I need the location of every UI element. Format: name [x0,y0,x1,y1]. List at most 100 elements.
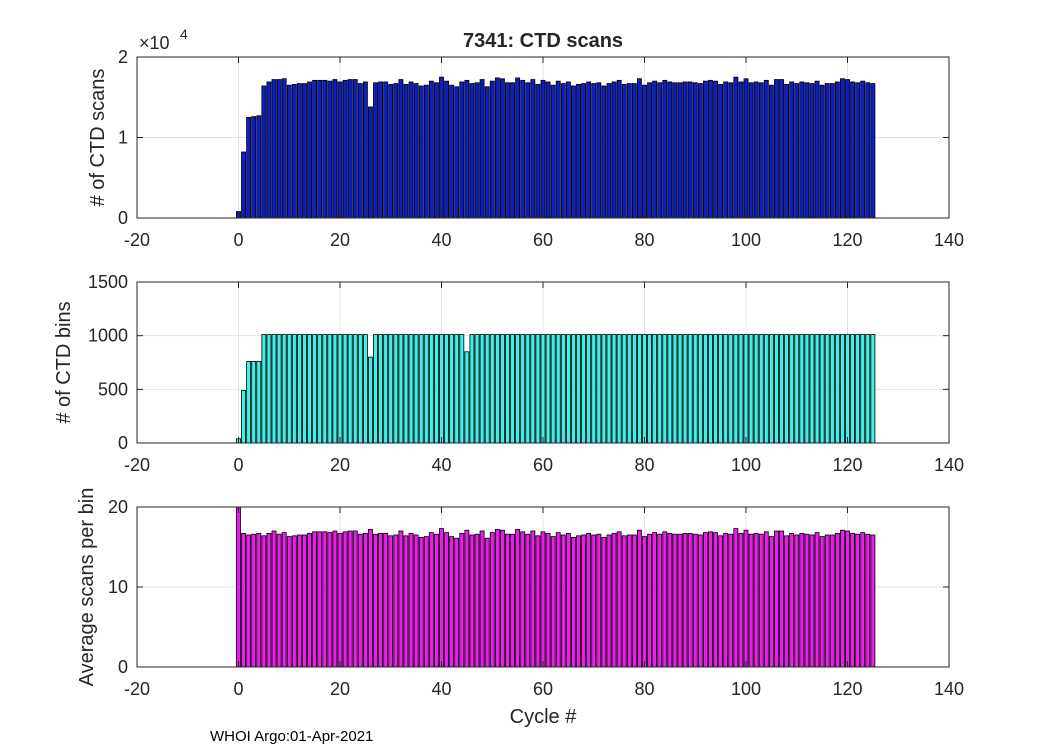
bar-cycle-117 [829,83,835,219]
bar-cycle-80 [642,84,647,219]
bar-cycle-89 [687,533,693,668]
x-tick-label: 140 [934,230,964,250]
bar-cycle-76 [621,535,627,668]
bar-cycle-118 [834,334,840,444]
bar-cycle-101 [748,533,754,668]
bar-cycle-62 [550,334,556,444]
bar-cycle-88 [682,334,688,444]
bar-cycle-32 [398,79,404,219]
bar-cycle-79 [636,78,642,219]
bar-cycle-96 [723,334,729,444]
bar-cycle-68 [581,334,587,444]
bar-cycle-120 [845,79,850,219]
bar-cycle-43 [454,334,460,444]
bar-cycle-39 [433,82,439,219]
bar-cycle-7 [271,530,277,668]
y-exponent-label: ×10 [139,33,170,53]
bar-cycle-36 [418,334,424,444]
y-tick-label: 0 [118,657,128,677]
bar-cycle-96 [723,533,729,668]
bar-cycle-6 [266,533,272,668]
bar-cycle-94 [713,532,718,668]
bar-cycle-81 [647,533,652,668]
bar-cycle-79 [636,529,642,668]
bar-cycle-10 [286,84,292,219]
bar-cycle-14 [307,533,312,668]
bar-cycle-89 [687,334,693,444]
bar-cycle-105 [768,334,774,444]
y-tick-label: 0 [118,433,128,453]
bar-cycle-69 [586,334,592,444]
bar-cycle-9 [281,78,287,219]
bar-cycle-50 [489,532,495,668]
bar-cycle-112 [804,82,810,219]
bar-cycle-66 [571,334,576,444]
bar-cycle-26 [368,106,373,219]
x-tick-label: 80 [634,679,654,699]
bar-cycle-35 [413,534,419,668]
bar-cycle-9 [281,334,287,444]
bar-cycle-102 [753,334,759,444]
bar-cycle-59 [535,535,541,668]
bar-cycle-79 [636,334,642,444]
bar-cycle-3 [251,116,257,219]
bar-cycle-22 [347,79,353,219]
bar-cycle-35 [413,83,419,219]
bar-cycle-100 [743,529,749,668]
x-tick-label: 100 [731,455,761,475]
bar-cycle-24 [357,334,363,444]
bar-cycle-68 [581,83,587,219]
bar-cycle-47 [474,334,480,444]
bar-cycle-1 [241,533,246,668]
bar-cycle-67 [576,535,581,668]
bar-cycle-91 [697,83,703,219]
bar-cycle-16 [317,334,323,444]
bar-cycle-28 [378,533,384,668]
y-tick-label: 1500 [88,272,128,292]
bar-cycle-108 [784,334,790,444]
bar-cycle-21 [342,79,348,219]
bar-cycle-112 [804,334,810,444]
bar-cycle-45 [464,351,470,444]
bar-cycle-72 [601,537,607,668]
bar-cycle-61 [545,81,551,219]
bar-cycle-37 [423,84,429,219]
bar-cycle-106 [774,79,779,219]
bar-cycle-70 [591,334,597,444]
bar-cycle-123 [860,532,866,668]
bar-cycle-77 [626,334,632,444]
bar-cycle-19 [332,334,338,444]
bar-cycle-42 [449,334,455,444]
bar-cycle-11 [291,334,297,444]
bar-cycle-54 [510,533,515,668]
bar-cycle-125 [870,83,876,219]
bar-cycle-24 [357,83,363,219]
bar-cycle-4 [256,115,262,219]
bar-cycle-93 [708,334,713,444]
bar-cycle-15 [312,531,318,668]
x-tick-label: 120 [832,455,862,475]
bar-cycle-19 [332,79,338,219]
bar-cycle-121 [850,533,855,668]
bar-cycle-42 [449,536,455,668]
y-tick-label: 500 [98,379,128,399]
bar-cycle-5 [261,85,267,219]
bar-cycle-64 [560,534,566,668]
bar-cycle-4 [256,533,262,668]
footer-stamp: WHOI Argo:01-Apr-2021 [210,728,373,745]
bar-cycle-58 [530,79,536,219]
bar-cycle-2 [246,534,252,668]
bar-cycle-80 [642,334,647,444]
bar-cycle-99 [738,533,744,668]
bar-cycle-75 [616,79,622,219]
bar-cycle-95 [718,535,724,668]
bar-cycle-97 [728,334,734,444]
x-tick-label: 20 [330,679,350,699]
bar-cycle-34 [408,334,414,444]
bar-cycle-28 [378,334,384,444]
bar-cycle-32 [398,530,404,668]
bar-cycle-92 [702,80,708,219]
bar-cycle-12 [296,534,302,668]
bar-cycle-50 [489,334,495,444]
